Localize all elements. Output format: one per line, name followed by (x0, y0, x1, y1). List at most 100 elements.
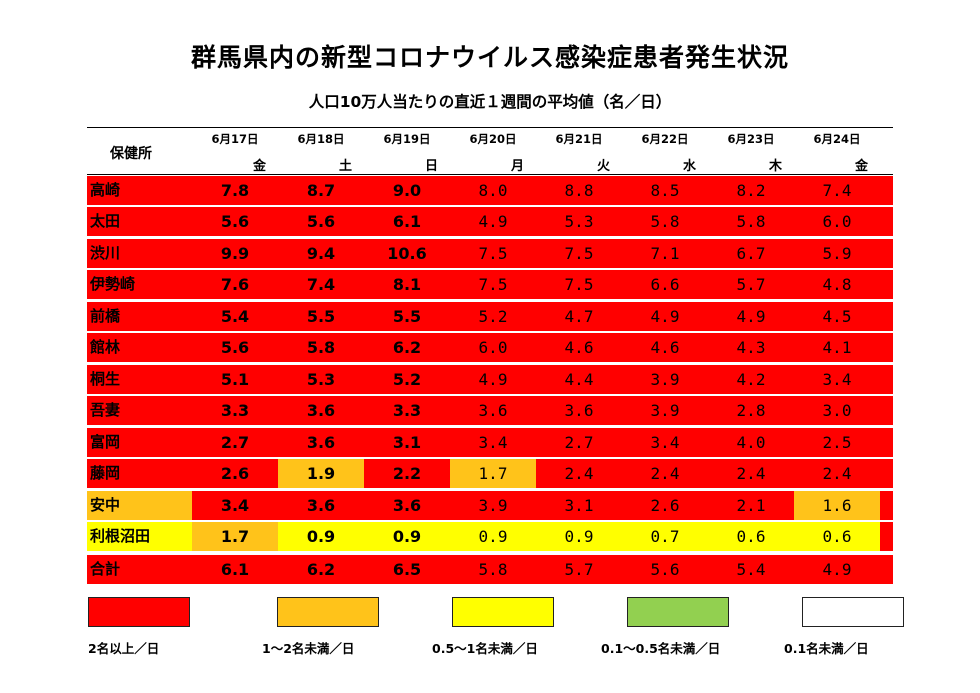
date-header: 6月21日 (555, 132, 603, 146)
legend-swatch-green (627, 597, 729, 627)
rate-value: 0.9 (392, 527, 422, 546)
rate-value: 3.6 (306, 401, 336, 420)
rate-value: 3.6 (306, 433, 336, 452)
table-row: 合計 6.1 6.2 6.5 5.8 5.7 5.6 5.4 4.9 (87, 555, 893, 584)
rate-value: 4.9 (736, 307, 766, 326)
rate-value: 2.6 (650, 496, 680, 515)
rate-value: 4.2 (736, 370, 766, 389)
office-name: 館林 (90, 338, 121, 356)
office-name-cell: 高崎 (87, 176, 192, 205)
rate-value: 5.6 (306, 212, 336, 231)
level-cell-bg (708, 522, 794, 551)
rate-value: 5.6 (220, 212, 250, 231)
office-name: 富岡 (90, 433, 121, 451)
rate-value: 10.6 (387, 244, 427, 263)
rate-value: 7.5 (478, 244, 508, 263)
level-cell-bg (450, 522, 536, 551)
legend-label: 0.1名未満／日 (784, 641, 869, 656)
legend-label: 0.1～0.5名未満／日 (601, 641, 721, 656)
rate-value: 2.4 (650, 464, 680, 483)
office-name: 藤岡 (90, 464, 121, 482)
page-subtitle: 人口10万人当たりの直近１週間の平均値（名／日） (308, 93, 672, 111)
rate-value: 8.7 (306, 181, 336, 200)
weekday-header: 日 (424, 159, 438, 174)
rate-value: 3.0 (822, 401, 852, 420)
weekday-header: 金 (252, 159, 266, 174)
rate-value: 7.4 (822, 181, 852, 200)
table-row: 伊勢崎 7.6 7.4 8.1 7.5 7.5 6.6 5.7 4.8 (87, 270, 893, 299)
rate-value: 6.0 (822, 212, 852, 231)
legend-label: 0.5～1名未満／日 (432, 641, 538, 656)
rate-value: 9.9 (220, 244, 250, 263)
table-row: 前橋 5.4 5.5 5.5 5.2 4.7 4.9 4.9 4.5 (87, 302, 893, 331)
office-name-cell: 安中 (87, 491, 192, 520)
rate-value: 2.8 (736, 401, 766, 420)
level-cell-bg (794, 522, 880, 551)
rate-value: 2.7 (564, 433, 594, 452)
date-header: 6月23日 (727, 132, 775, 146)
rate-value: 5.5 (306, 307, 336, 326)
rate-value: 8.0 (478, 181, 508, 200)
rate-value: 5.8 (650, 212, 680, 231)
rate-value: 2.7 (220, 433, 250, 452)
rate-value: 3.4 (220, 496, 250, 515)
rate-value: 5.4 (736, 560, 766, 579)
office-name: 利根沼田 (90, 527, 151, 545)
rate-value: 6.0 (478, 338, 508, 357)
rate-value: 0.7 (650, 527, 680, 546)
rate-value: 1.7 (478, 464, 508, 483)
rate-value: 3.6 (392, 496, 422, 515)
table-row: 太田 5.6 5.6 6.1 4.9 5.3 5.8 5.8 6.0 (87, 207, 893, 236)
rate-value: 0.9 (478, 527, 508, 546)
rate-value: 0.6 (822, 527, 852, 546)
table-row: 富岡 2.7 3.6 3.1 3.4 2.7 3.4 4.0 2.5 (87, 428, 893, 457)
rate-value: 5.7 (736, 275, 766, 294)
rate-value: 2.4 (822, 464, 852, 483)
table-row: 藤岡 2.6 1.9 2.2 1.7 2.4 2.4 2.4 2.4 (87, 459, 893, 488)
weekday-header: 水 (682, 159, 696, 174)
office-name-cell: 渋川 (87, 239, 192, 268)
rate-value: 5.8 (306, 338, 336, 357)
rate-value: 3.4 (650, 433, 680, 452)
rate-value: 3.9 (650, 401, 680, 420)
rate-value: 8.1 (392, 275, 422, 294)
office-name: 太田 (90, 212, 121, 230)
rate-value: 4.4 (564, 370, 594, 389)
rate-value: 3.9 (478, 496, 508, 515)
rate-value: 0.9 (306, 527, 336, 546)
rate-value: 4.6 (650, 338, 680, 357)
office-name: 吾妻 (90, 401, 121, 419)
rate-value: 2.5 (822, 433, 852, 452)
office-name: 合計 (90, 560, 121, 578)
rate-value: 8.5 (650, 181, 680, 200)
rate-value: 5.6 (220, 338, 250, 357)
weekday-header: 土 (338, 159, 352, 174)
rate-value: 3.6 (564, 401, 594, 420)
table-row: 安中 3.4 3.6 3.6 3.9 3.1 2.6 2.1 1.6 (87, 491, 893, 520)
table-row: 渋川 9.9 9.4 10.6 7.5 7.5 7.1 6.7 5.9 (87, 239, 893, 268)
rate-value: 5.6 (650, 560, 680, 579)
table-row: 高崎 7.8 8.7 9.0 8.0 8.8 8.5 8.2 7.4 (87, 176, 893, 205)
date-header: 6月19日 (383, 132, 431, 146)
office-name-cell: 桐生 (87, 365, 192, 394)
office-name-cell: 太田 (87, 207, 192, 236)
date-header: 6月17日 (211, 132, 259, 146)
rate-value: 6.5 (392, 560, 422, 579)
table-row: 館林 5.6 5.8 6.2 6.0 4.6 4.6 4.3 4.1 (87, 333, 893, 362)
rate-value: 2.4 (564, 464, 594, 483)
rate-value: 4.9 (650, 307, 680, 326)
rate-value: 3.1 (392, 433, 422, 452)
legend-swatch-yellow (452, 597, 554, 627)
rate-value: 5.8 (478, 560, 508, 579)
office-name: 桐生 (90, 370, 121, 388)
rate-value: 4.7 (564, 307, 594, 326)
table-row: 吾妻 3.3 3.6 3.3 3.6 3.6 3.9 2.8 3.0 (87, 396, 893, 425)
rate-value: 4.9 (478, 212, 508, 231)
rate-value: 3.4 (478, 433, 508, 452)
rate-value: 8.8 (564, 181, 594, 200)
rate-value: 3.9 (650, 370, 680, 389)
rate-value: 5.3 (306, 370, 336, 389)
rate-value: 0.6 (736, 527, 766, 546)
legend-swatch-red (88, 597, 190, 627)
rate-value: 4.5 (822, 307, 852, 326)
